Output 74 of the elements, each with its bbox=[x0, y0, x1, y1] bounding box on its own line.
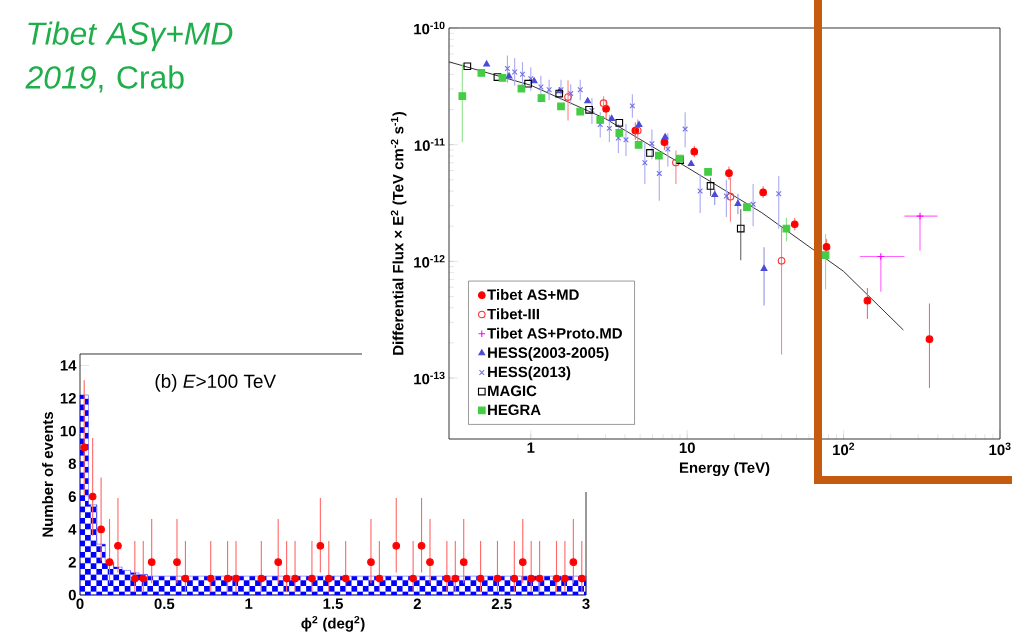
point bbox=[493, 574, 502, 583]
legend-label: HESS(2013) bbox=[488, 366, 571, 381]
y-tick-label: 12 bbox=[60, 393, 76, 404]
x-tick-label: 2.5 bbox=[491, 598, 512, 610]
text: Tibet ASγ+MD 2019, Crab bbox=[25, 21, 233, 93]
y-tick-label: 4 bbox=[68, 524, 77, 535]
point bbox=[282, 574, 291, 583]
x-tick-label: 1.5 bbox=[323, 598, 343, 609]
x-tick-label: 10$^{2}$ bbox=[833, 442, 855, 456]
y-tick-label: 10$^{-11}$ bbox=[414, 138, 445, 151]
point bbox=[206, 574, 215, 583]
point bbox=[130, 574, 139, 583]
x-axis-title: Energy (TeV) bbox=[679, 462, 770, 477]
legend-label: HESS(2003-2005) bbox=[488, 346, 609, 361]
point bbox=[569, 558, 578, 567]
point bbox=[97, 525, 105, 534]
legend-label: Tibet AS+MD bbox=[487, 289, 579, 301]
x-tick-label: 10 bbox=[679, 442, 695, 454]
point bbox=[443, 574, 451, 583]
point bbox=[577, 574, 586, 583]
y-tick-label: 2 bbox=[68, 556, 76, 568]
point bbox=[139, 574, 148, 583]
point bbox=[308, 574, 316, 583]
point bbox=[518, 558, 527, 567]
point bbox=[392, 541, 401, 550]
point bbox=[316, 541, 325, 550]
point bbox=[114, 541, 122, 550]
y-tick-label: 0 bbox=[68, 589, 76, 601]
point bbox=[274, 558, 283, 567]
point bbox=[409, 574, 417, 583]
point bbox=[232, 574, 240, 583]
legend-label: MAGIC bbox=[488, 385, 537, 397]
y-tick-label: 10$^{-12}$ bbox=[414, 255, 445, 268]
point bbox=[367, 558, 375, 567]
point bbox=[527, 574, 536, 583]
point bbox=[451, 574, 460, 583]
y-tick-label: 10$^{-13}$ bbox=[414, 371, 445, 385]
point bbox=[552, 574, 561, 583]
x-tick-label: 0.5 bbox=[154, 598, 175, 610]
legend-label: Tibet-III bbox=[487, 308, 539, 320]
point bbox=[257, 574, 266, 583]
y-tick-label: 10$^{-10}$ bbox=[414, 21, 445, 35]
point bbox=[459, 558, 468, 567]
point bbox=[324, 574, 333, 583]
point bbox=[80, 443, 89, 452]
point bbox=[341, 574, 350, 583]
y-axis-title: Differential Flux × E$^{2}$ (TeV cm$^{-2}$ s$^{-1}$) bbox=[390, 112, 407, 355]
point bbox=[476, 574, 485, 583]
point bbox=[173, 558, 181, 567]
y-tick-label: 8 bbox=[68, 458, 77, 470]
annotation: (b) E>100 TeV bbox=[155, 374, 276, 392]
x-tick-label: 10$^{3}$ bbox=[989, 442, 1011, 456]
point bbox=[417, 541, 426, 550]
x-tick-label: 1 bbox=[245, 598, 253, 609]
legend-label: Tibet AS+Proto.MD bbox=[487, 327, 622, 339]
point bbox=[147, 558, 156, 567]
point bbox=[375, 574, 384, 583]
point bbox=[426, 558, 434, 567]
point bbox=[510, 574, 519, 583]
y-tick-label: 10 bbox=[60, 425, 76, 437]
x-tick-label: 3 bbox=[582, 598, 590, 610]
point bbox=[291, 574, 299, 583]
x-axis-title: ϕ$^{2}$ (deg$^{2}$) bbox=[301, 615, 365, 632]
y-axis-title: Number of events bbox=[42, 412, 54, 537]
point bbox=[181, 574, 190, 583]
point bbox=[535, 574, 544, 583]
point bbox=[88, 492, 97, 501]
point bbox=[105, 558, 114, 567]
y-tick-label: 14 bbox=[60, 360, 77, 371]
y-tick-label: 6 bbox=[68, 491, 76, 502]
legend-label: HEGRA bbox=[488, 404, 541, 416]
point bbox=[223, 574, 232, 583]
point bbox=[561, 574, 569, 583]
x-tick-label: 1 bbox=[527, 442, 535, 453]
